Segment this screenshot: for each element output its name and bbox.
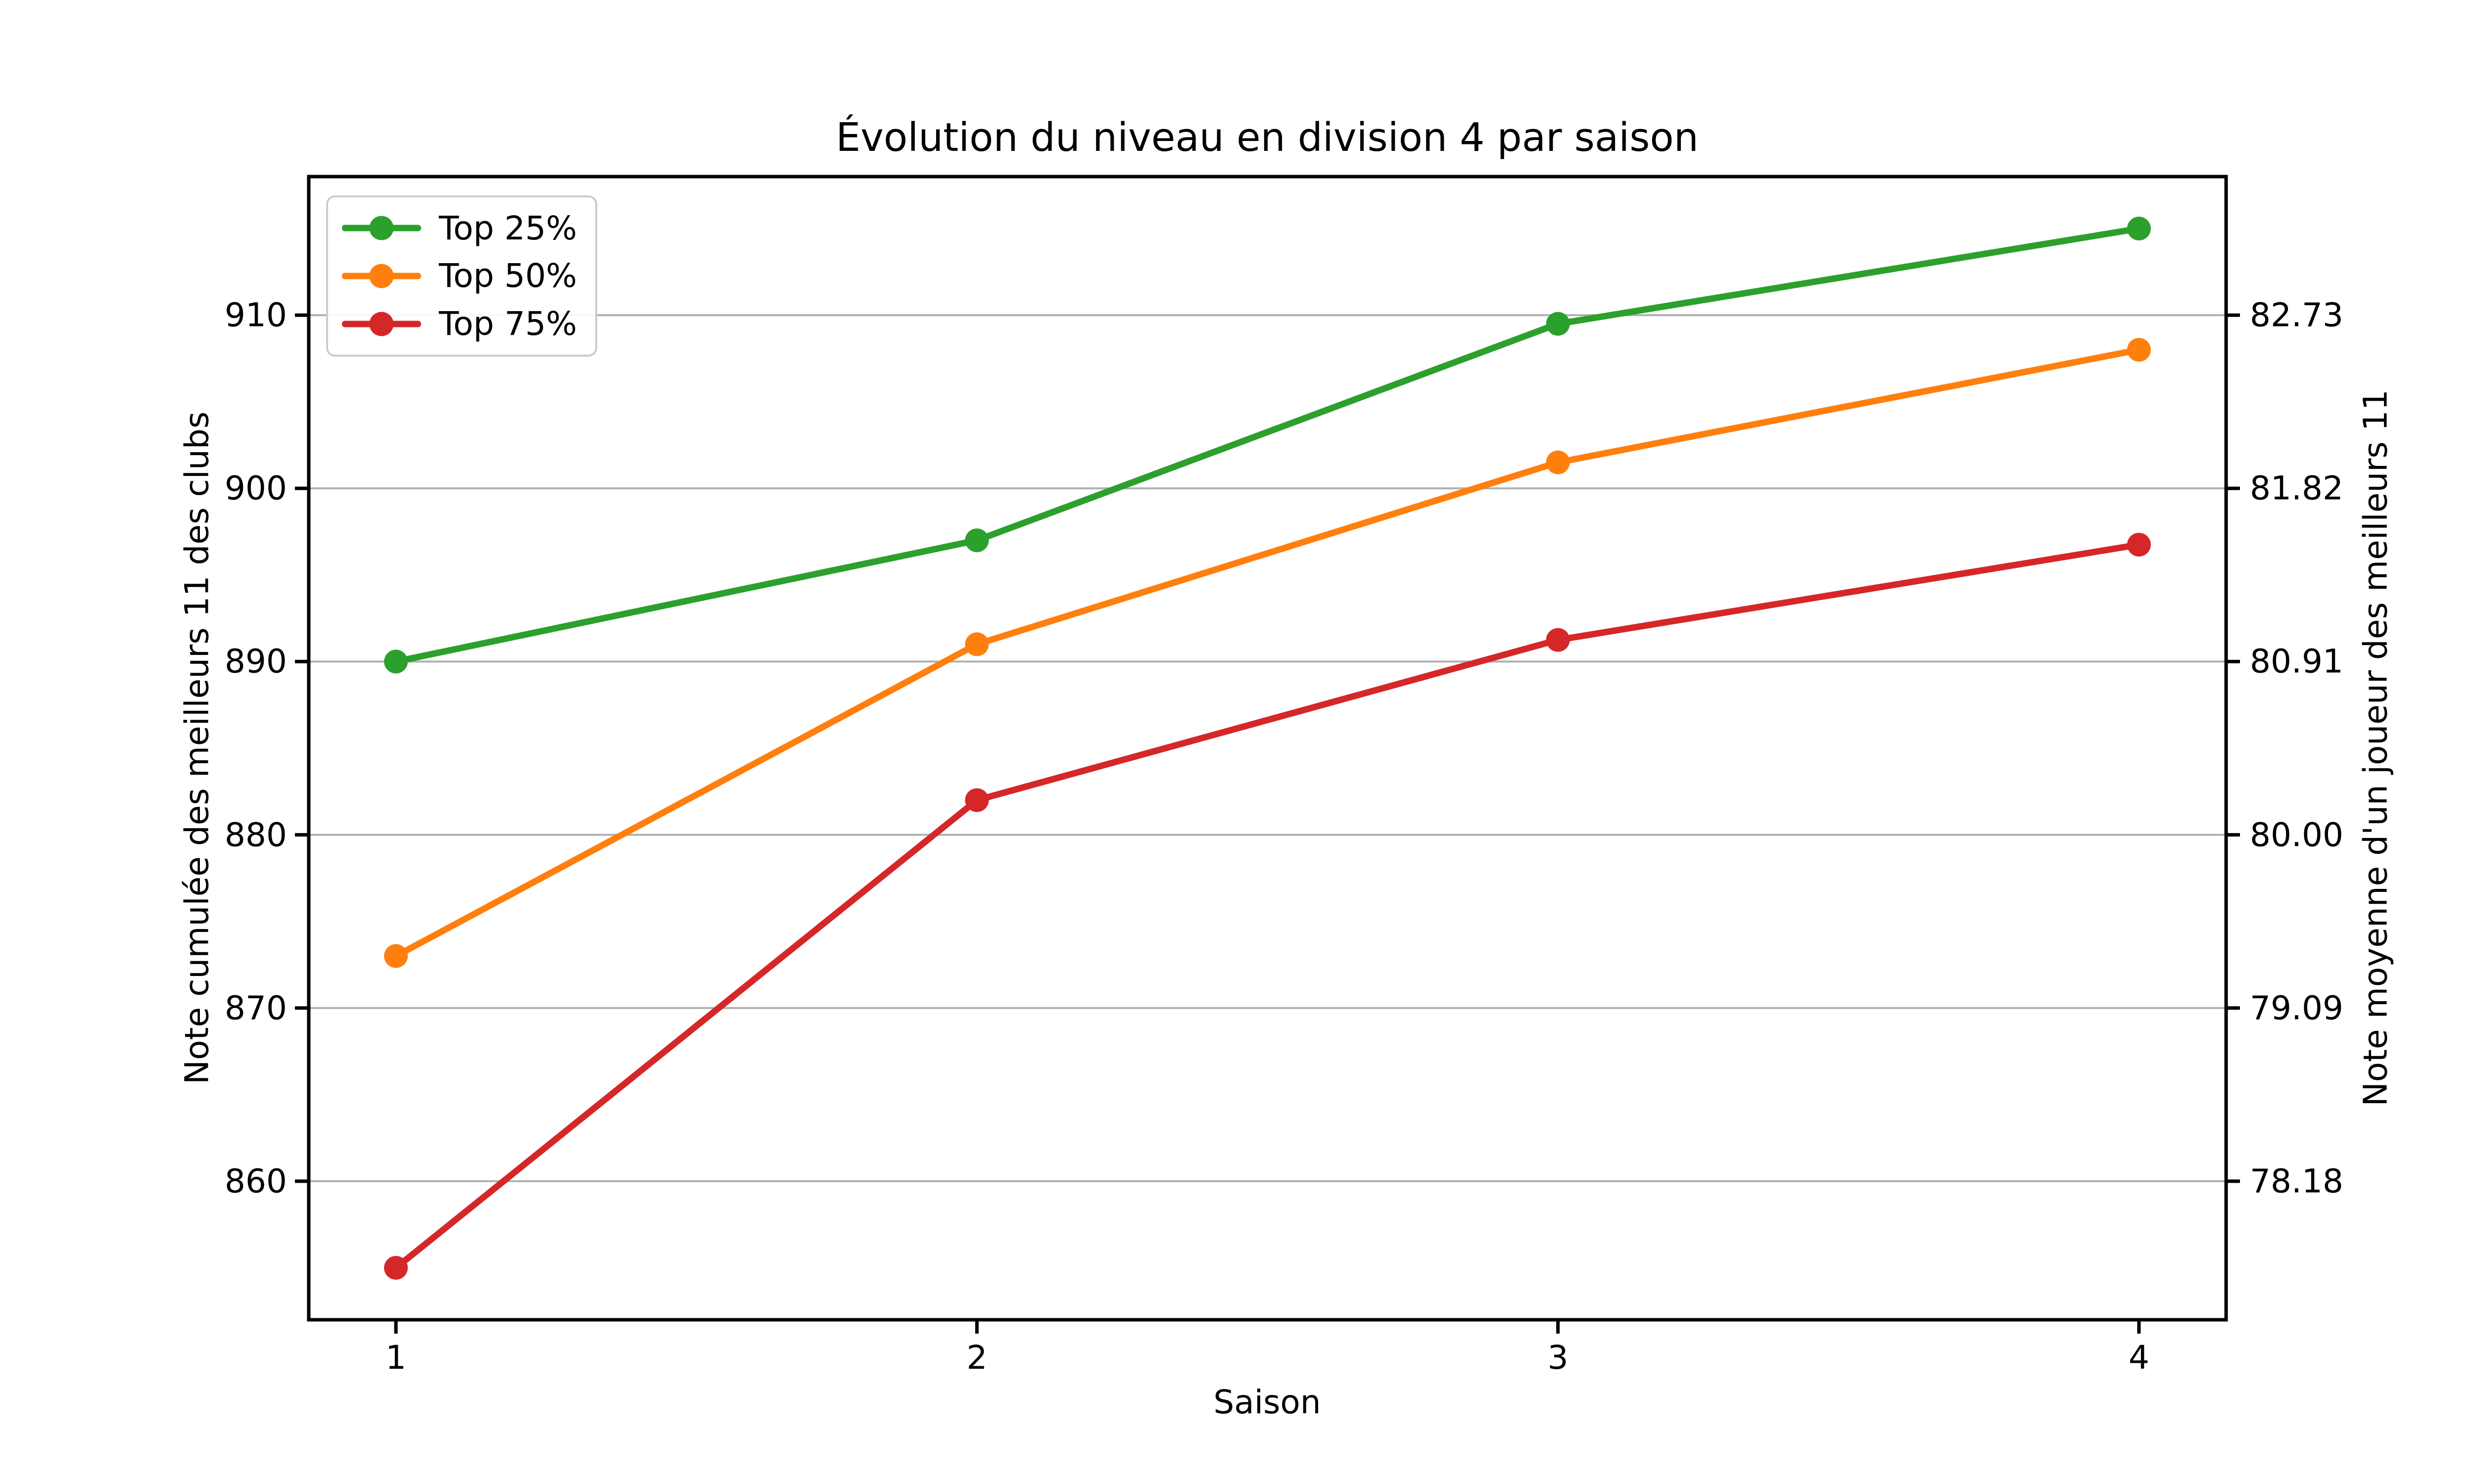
x-axis-label: Saison: [1213, 1383, 1321, 1421]
data-point-marker: [1546, 450, 1570, 474]
axes-spines: [307, 175, 2228, 1322]
legend-sample-top-75: [342, 312, 421, 336]
data-point-marker: [2127, 533, 2151, 557]
x-tick-label: 3: [1547, 1339, 1569, 1377]
legend-marker-icon: [369, 216, 394, 240]
y-tick-label-right: 79.09: [2250, 989, 2343, 1027]
y-tick-label-right: 82.73: [2250, 296, 2343, 334]
legend-sample-top-50: [342, 264, 421, 288]
legend-label: Top 75%: [439, 305, 577, 343]
x-tick-label: 4: [2128, 1339, 2149, 1377]
y-axis-label-right: Note moyenne d'un joueur des meilleurs 1…: [2356, 389, 2395, 1107]
legend-label: Top 25%: [439, 209, 577, 247]
y-tick-label-right: 78.18: [2250, 1162, 2343, 1201]
y-tick-label-right: 81.82: [2250, 469, 2343, 508]
legend-sample-top-25: [342, 216, 421, 240]
legend-marker-icon: [369, 312, 394, 336]
y-tick-label-left: 860: [225, 1162, 287, 1201]
y-tick-label-left: 890: [225, 642, 287, 681]
y-axis-label-left: Note cumulée des meilleurs 11 des clubs: [178, 411, 216, 1085]
series-line-top-25-: [392, 225, 2142, 665]
data-point-marker: [384, 944, 408, 968]
legend-row-top-50: Top 50%: [342, 257, 595, 295]
legend-row-top-25: Top 25%: [342, 209, 595, 247]
data-point-marker: [1546, 312, 1570, 336]
data-point-marker: [965, 528, 989, 553]
data-point-marker: [1546, 628, 1570, 652]
legend-label: Top 50%: [439, 257, 577, 295]
y-tick-label-left: 900: [225, 469, 287, 508]
y-tick-label-left: 910: [225, 296, 287, 334]
x-tick-label: 1: [385, 1339, 407, 1377]
data-point-marker: [965, 632, 989, 656]
y-tick-label-right: 80.00: [2250, 816, 2343, 854]
legend: Top 25% Top 50% Top 75%: [326, 195, 597, 357]
y-tick-label-left: 870: [225, 989, 287, 1027]
data-point-marker: [384, 1255, 408, 1280]
data-point-marker: [2127, 338, 2151, 362]
data-point-marker: [2127, 217, 2151, 241]
chart-title: Évolution du niveau en division 4 par sa…: [836, 115, 1699, 160]
y-tick-label-right: 80.91: [2250, 642, 2343, 681]
series-line-top-75-: [392, 541, 2142, 1271]
legend-marker-icon: [369, 264, 394, 288]
data-point-marker: [384, 649, 408, 674]
y-tick-label-left: 880: [225, 816, 287, 854]
data-point-marker: [965, 788, 989, 812]
series-line-top-50-: [392, 346, 2142, 960]
x-tick-label: 2: [966, 1339, 988, 1377]
legend-row-top-75: Top 75%: [342, 305, 595, 343]
